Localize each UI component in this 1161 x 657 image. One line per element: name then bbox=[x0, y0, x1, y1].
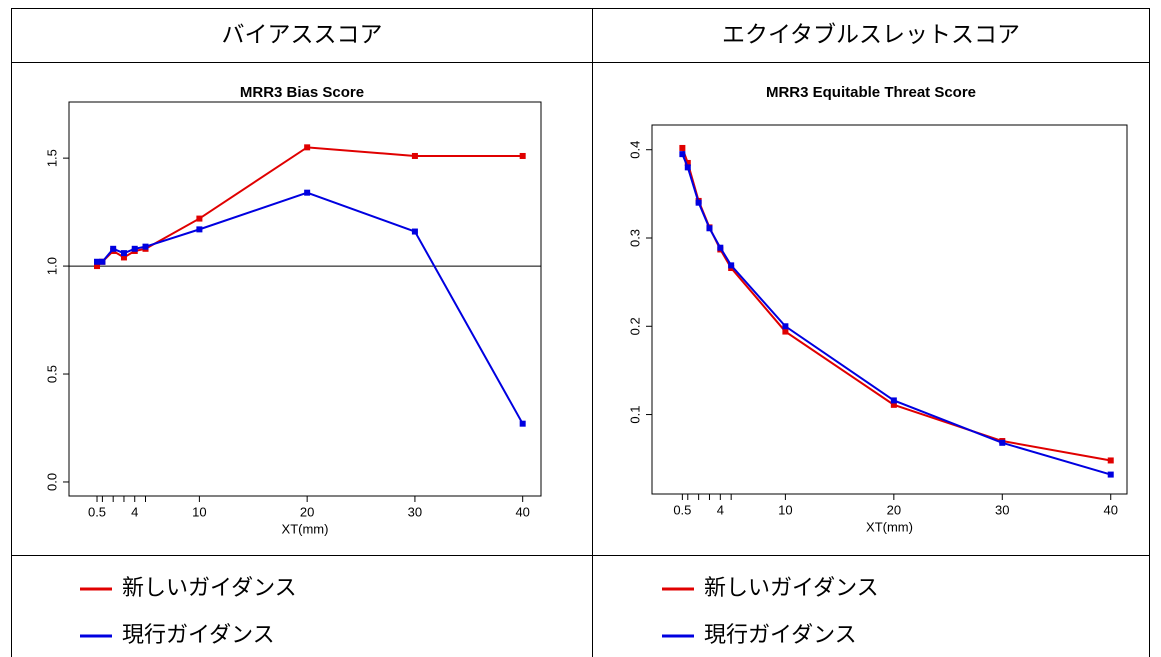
x-tick-label: 40 bbox=[1103, 502, 1117, 517]
chart-title: MRR3 Equitable Threat Score bbox=[766, 84, 976, 101]
x-tick-label: 30 bbox=[995, 502, 1009, 517]
x-tick-label: 4 bbox=[131, 504, 138, 519]
legend-label: 現行ガイダンス bbox=[122, 623, 275, 648]
x-tick-label: 10 bbox=[778, 502, 792, 517]
point bbox=[304, 144, 311, 151]
plot-frame bbox=[651, 124, 1128, 495]
y-tick-label: 0.4 bbox=[627, 141, 642, 159]
y-tick-label: 1.0 bbox=[44, 257, 59, 275]
x-tick-label: 0.5 bbox=[88, 504, 106, 519]
x-tick-label: 0.5 bbox=[673, 502, 691, 517]
point bbox=[1107, 457, 1114, 464]
point bbox=[684, 159, 691, 166]
point bbox=[411, 152, 418, 159]
x-tick-label: 20 bbox=[887, 502, 901, 517]
column-header: エクイタブルスレットスコア bbox=[722, 22, 1020, 48]
series-line bbox=[681, 153, 1112, 476]
x-tick-label: 4 bbox=[717, 502, 724, 517]
y-tick-label: 0.1 bbox=[627, 406, 642, 424]
point bbox=[94, 263, 101, 270]
plot-frame bbox=[68, 101, 542, 497]
point bbox=[695, 199, 702, 206]
y-tick-label: 0.5 bbox=[44, 365, 59, 383]
point bbox=[679, 144, 686, 151]
x-axis-label: XT(mm) bbox=[866, 519, 913, 534]
point bbox=[1107, 471, 1114, 478]
point bbox=[94, 258, 101, 265]
point bbox=[519, 152, 526, 159]
chart-title: MRR3 Bias Score bbox=[240, 84, 364, 101]
point bbox=[782, 323, 789, 330]
point bbox=[890, 397, 897, 404]
y-tick-label: 0.3 bbox=[627, 229, 642, 247]
legend-label: 新しいガイダンス bbox=[704, 576, 879, 601]
x-axis-label: XT(mm) bbox=[282, 521, 329, 536]
point bbox=[519, 420, 526, 427]
series-line bbox=[681, 147, 1111, 462]
legend-label: 現行ガイダンス bbox=[704, 623, 857, 648]
point bbox=[142, 243, 149, 250]
point bbox=[684, 164, 691, 171]
point bbox=[304, 189, 311, 196]
x-tick-label: 40 bbox=[515, 504, 529, 519]
point bbox=[890, 401, 897, 408]
point bbox=[196, 226, 203, 233]
point bbox=[120, 254, 127, 261]
table-frame bbox=[11, 8, 1150, 657]
point bbox=[120, 250, 127, 257]
x-tick-label: 20 bbox=[300, 504, 314, 519]
point bbox=[706, 225, 713, 232]
point bbox=[782, 328, 789, 335]
column-header: バイアススコア bbox=[222, 22, 383, 48]
y-tick-label: 0.2 bbox=[627, 317, 642, 335]
point bbox=[196, 215, 203, 222]
y-tick-label: 1.5 bbox=[44, 149, 59, 167]
x-tick-label: 10 bbox=[192, 504, 206, 519]
point bbox=[999, 439, 1006, 446]
point bbox=[411, 228, 418, 235]
point bbox=[131, 245, 138, 252]
point bbox=[110, 245, 117, 252]
x-tick-label: 30 bbox=[408, 504, 422, 519]
legend-label: 新しいガイダンス bbox=[122, 576, 297, 601]
point bbox=[99, 258, 106, 265]
point bbox=[679, 151, 686, 158]
y-tick-label: 0.0 bbox=[44, 473, 59, 491]
point bbox=[728, 262, 735, 269]
series-line bbox=[97, 191, 524, 425]
point bbox=[717, 244, 724, 251]
series-line bbox=[96, 146, 523, 267]
